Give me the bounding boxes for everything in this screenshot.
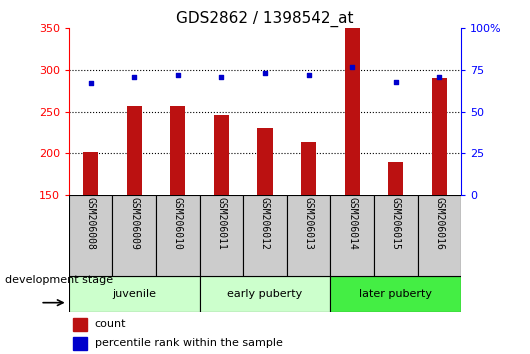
Text: GSM206014: GSM206014 [347, 197, 357, 250]
Bar [258, 128, 272, 195]
Bar [127, 106, 142, 195]
FancyBboxPatch shape [200, 276, 330, 312]
Text: GSM206011: GSM206011 [216, 197, 226, 250]
FancyBboxPatch shape [287, 195, 330, 276]
FancyBboxPatch shape [112, 195, 156, 276]
Text: GSM206009: GSM206009 [129, 197, 139, 250]
Bar [301, 142, 316, 195]
Text: GDS2862 / 1398542_at: GDS2862 / 1398542_at [176, 11, 354, 27]
FancyBboxPatch shape [330, 195, 374, 276]
Point [348, 64, 356, 69]
Text: GSM206010: GSM206010 [173, 197, 183, 250]
Bar [170, 106, 185, 195]
Point [86, 80, 95, 86]
Point [130, 74, 138, 79]
FancyBboxPatch shape [200, 195, 243, 276]
FancyBboxPatch shape [69, 195, 112, 276]
FancyBboxPatch shape [330, 276, 461, 312]
Bar [73, 318, 87, 331]
Point [435, 74, 444, 79]
Text: GSM206012: GSM206012 [260, 197, 270, 250]
Text: juvenile: juvenile [112, 289, 156, 299]
Text: GSM206013: GSM206013 [304, 197, 314, 250]
FancyBboxPatch shape [69, 276, 200, 312]
FancyBboxPatch shape [418, 195, 461, 276]
Bar [344, 28, 360, 195]
Point [261, 70, 269, 76]
Text: GSM206015: GSM206015 [391, 197, 401, 250]
Bar [214, 115, 229, 195]
Point [392, 79, 400, 84]
Text: count: count [95, 319, 126, 329]
Text: GSM206008: GSM206008 [86, 197, 96, 250]
Text: percentile rank within the sample: percentile rank within the sample [95, 338, 282, 348]
Text: development stage: development stage [5, 275, 113, 285]
Bar [73, 337, 87, 350]
Text: early puberty: early puberty [227, 289, 303, 299]
Bar [83, 152, 99, 195]
Point [304, 72, 313, 78]
Bar [432, 78, 447, 195]
Point [217, 74, 226, 79]
Text: GSM206016: GSM206016 [434, 197, 444, 250]
Text: later puberty: later puberty [359, 289, 432, 299]
FancyBboxPatch shape [243, 195, 287, 276]
FancyBboxPatch shape [156, 195, 200, 276]
Point [174, 72, 182, 78]
Bar [388, 162, 403, 195]
FancyBboxPatch shape [374, 195, 418, 276]
